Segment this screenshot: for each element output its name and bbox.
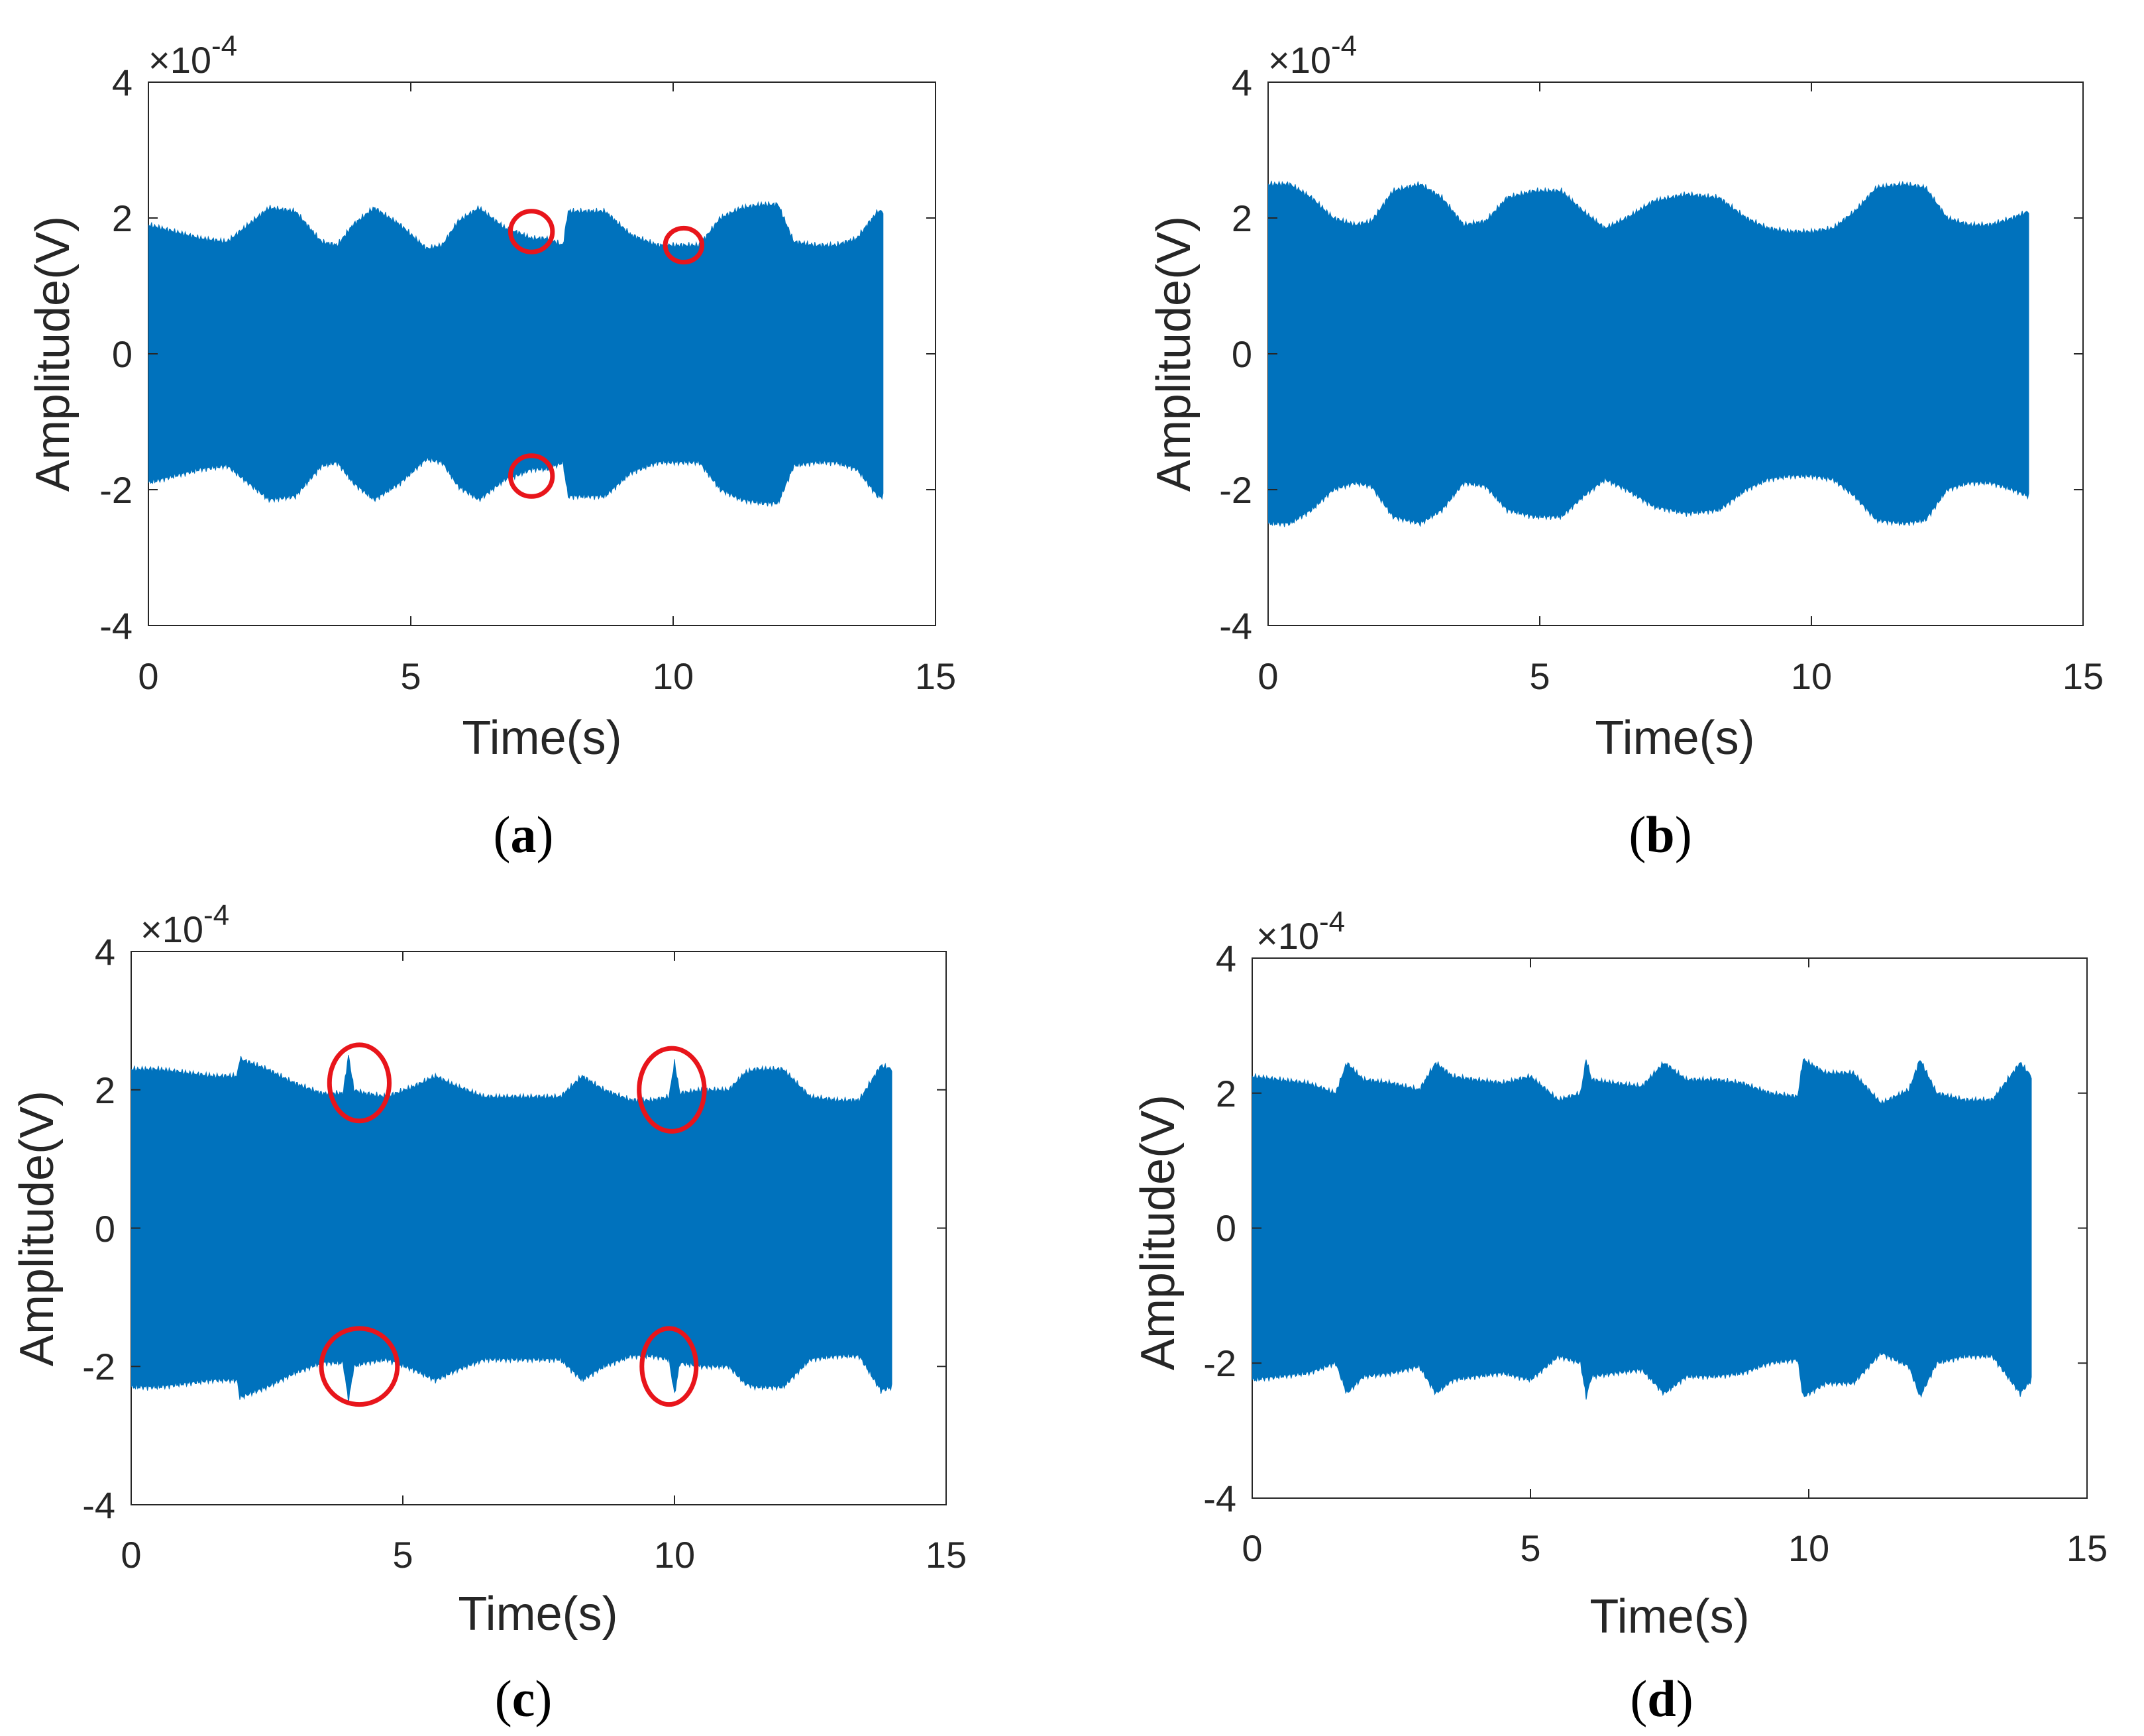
tick-marks-b bbox=[1267, 81, 2084, 626]
x-tick-1: 5 bbox=[1520, 1527, 1540, 1569]
y-tick-3: 2 bbox=[112, 197, 133, 239]
highlight-circle-a-1 bbox=[508, 453, 555, 499]
highlight-circle-c-1 bbox=[319, 1326, 400, 1407]
y-tick-2: 0 bbox=[1232, 333, 1252, 375]
panel-b: 4 2 0 -2 -4 0 5 10 15 Time(s) Amplitude(… bbox=[1148, 30, 2104, 863]
y-tick-0: -4 bbox=[99, 605, 133, 647]
caption-b: (b) bbox=[1629, 806, 1691, 863]
signal-series-b bbox=[1268, 180, 2029, 527]
signal-envelope-c bbox=[131, 1055, 892, 1405]
y-tick-4: 4 bbox=[112, 62, 133, 103]
y-tick-1: -2 bbox=[82, 1346, 115, 1387]
y-axis-label: Amplitude(V) bbox=[27, 216, 80, 492]
x-axis-label: Time(s) bbox=[1595, 712, 1754, 765]
highlight-circle-a-2 bbox=[663, 225, 705, 265]
y-tick-3: 2 bbox=[1216, 1073, 1236, 1114]
highlight-circle-c-0 bbox=[327, 1042, 392, 1124]
y-tick-1: -2 bbox=[99, 469, 133, 511]
y-axis-label: Amplitude(V) bbox=[1132, 1095, 1185, 1370]
x-tick-1: 5 bbox=[1529, 655, 1550, 697]
tick-marks-a bbox=[148, 81, 936, 626]
highlights-c bbox=[319, 1042, 707, 1407]
signal-series-d bbox=[1252, 1058, 2032, 1400]
x-tick-0: 0 bbox=[1242, 1527, 1262, 1569]
x-tick-3: 15 bbox=[915, 655, 956, 697]
y-axis-label: Amplitude(V) bbox=[11, 1091, 64, 1366]
y-tick-4: 4 bbox=[95, 931, 115, 973]
caption-c: (c) bbox=[495, 1670, 553, 1727]
signal-envelope-a bbox=[148, 201, 884, 508]
y-tick-0: -4 bbox=[82, 1484, 115, 1526]
highlight-circle-c-2 bbox=[637, 1046, 707, 1134]
y-tick-0: -4 bbox=[1219, 605, 1252, 647]
exponent-label: ×10-4 bbox=[1268, 30, 1357, 81]
x-tick-0: 0 bbox=[121, 1534, 141, 1576]
x-axis-label: Time(s) bbox=[458, 1588, 617, 1641]
exponent-label: ×10-4 bbox=[148, 30, 237, 81]
exponent-label: ×10-4 bbox=[140, 899, 229, 950]
caption-a: (a) bbox=[494, 806, 554, 863]
y-tick-4: 4 bbox=[1216, 938, 1236, 979]
y-tick-0: -4 bbox=[1203, 1478, 1236, 1519]
x-tick-3: 15 bbox=[2066, 1527, 2108, 1569]
signal-envelope-b bbox=[1268, 180, 2029, 527]
y-tick-2: 0 bbox=[95, 1208, 115, 1250]
signal-envelope-d bbox=[1252, 1058, 2032, 1400]
panel-a: 4 2 0 -2 -4 0 5 10 15 Time(s) Amplitude(… bbox=[27, 30, 956, 863]
y-tick-2: 0 bbox=[1216, 1207, 1236, 1249]
x-tick-3: 15 bbox=[2063, 655, 2104, 697]
y-axis-label: Amplitude(V) bbox=[1148, 216, 1201, 492]
tick-marks-d bbox=[1252, 957, 2088, 1499]
y-tick-3: 2 bbox=[1232, 197, 1252, 239]
exponent-label: ×10-4 bbox=[1256, 906, 1345, 957]
highlights-a bbox=[508, 209, 705, 499]
highlight-circle-c-3 bbox=[639, 1326, 699, 1407]
highlight-circle-a-0 bbox=[508, 209, 555, 254]
panel-c: 4 2 0 -2 -4 0 5 10 15 Time(s) Amplitude(… bbox=[11, 899, 967, 1727]
x-tick-2: 10 bbox=[1791, 655, 1832, 697]
panel-d: 4 2 0 -2 -4 0 5 10 15 Time(s) Amplitude(… bbox=[1132, 906, 2108, 1727]
x-tick-1: 5 bbox=[392, 1534, 413, 1576]
x-tick-0: 0 bbox=[1258, 655, 1278, 697]
y-tick-1: -2 bbox=[1203, 1342, 1236, 1384]
x-tick-2: 10 bbox=[1788, 1527, 1829, 1569]
y-tick-1: -2 bbox=[1219, 469, 1252, 511]
signal-series-a bbox=[148, 201, 884, 508]
y-tick-4: 4 bbox=[1232, 62, 1252, 103]
x-axis-label: Time(s) bbox=[1589, 1590, 1749, 1643]
signal-series-c bbox=[131, 1055, 892, 1405]
x-axis-label: Time(s) bbox=[462, 712, 621, 765]
caption-d: (d) bbox=[1630, 1670, 1693, 1727]
x-tick-3: 15 bbox=[926, 1534, 967, 1576]
x-tick-2: 10 bbox=[654, 1534, 695, 1576]
y-tick-2: 0 bbox=[112, 333, 133, 375]
y-tick-3: 2 bbox=[95, 1069, 115, 1111]
tick-marks-c bbox=[131, 951, 947, 1505]
x-tick-0: 0 bbox=[138, 655, 158, 697]
x-tick-1: 5 bbox=[400, 655, 421, 697]
x-tick-2: 10 bbox=[653, 655, 694, 697]
